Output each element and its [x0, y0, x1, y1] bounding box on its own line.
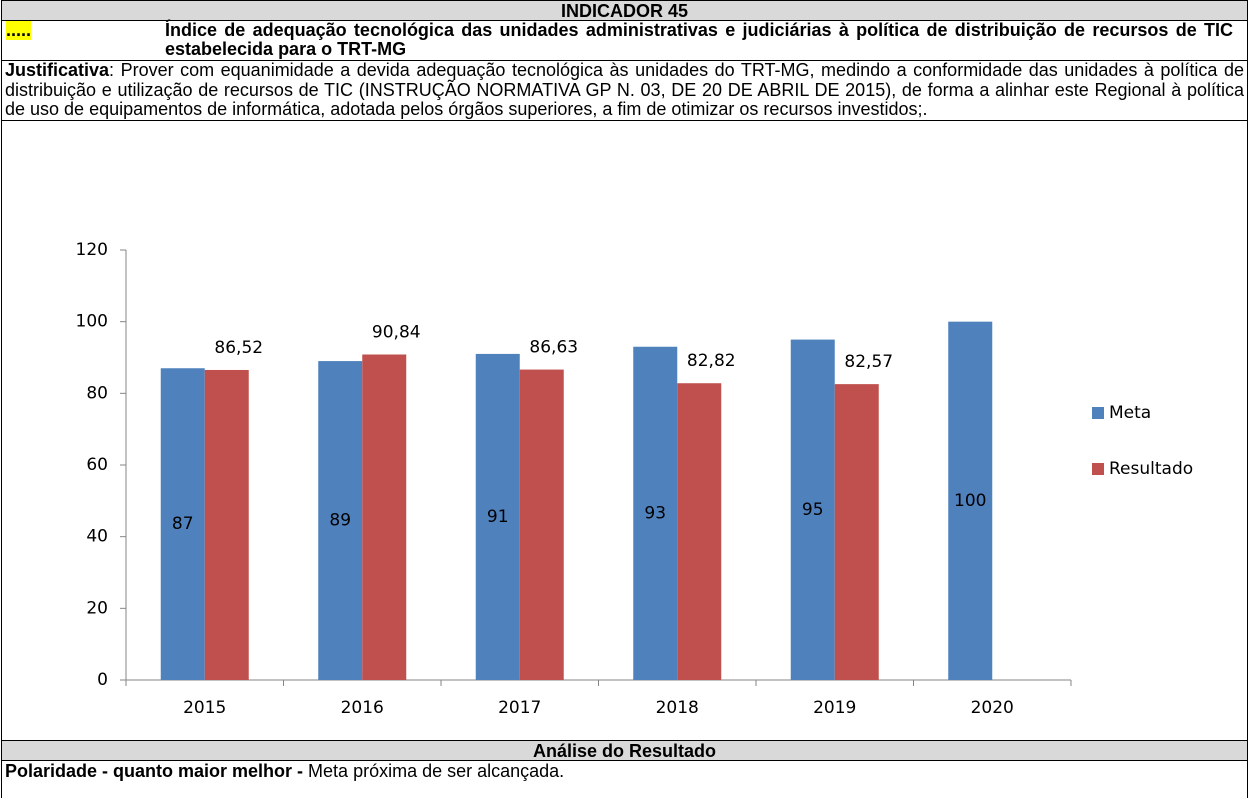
y-tick-label: 100 — [76, 312, 108, 332]
bar — [475, 353, 520, 680]
bar — [948, 321, 993, 680]
marker: ..... — [6, 20, 32, 40]
data-label: 86,52 — [214, 338, 263, 358]
y-tick-label: 20 — [86, 598, 108, 618]
data-label: 86,63 — [529, 338, 578, 358]
analysis-text: Meta próxima de ser alcançada. — [303, 761, 565, 781]
data-label: 90,84 — [372, 322, 421, 342]
data-label: 91 — [487, 507, 509, 527]
legend-swatch — [1092, 463, 1104, 475]
bar — [362, 354, 407, 680]
title-row: ..... Índice de adequação tecnológica da… — [1, 20, 1248, 61]
y-tick-label: 40 — [86, 527, 108, 547]
bar — [519, 369, 564, 680]
x-tick-label: 2015 — [183, 698, 226, 718]
data-label: 82,57 — [844, 352, 893, 372]
data-label: 82,82 — [687, 351, 736, 371]
data-label: 89 — [329, 511, 351, 531]
y-tick-label: 120 — [76, 240, 108, 260]
bar — [834, 384, 879, 680]
subtitle: Índice de adequação tecnológica das unid… — [165, 20, 1233, 59]
bar — [677, 383, 722, 680]
analysis-label: Polaridade - quanto maior melhor - — [5, 761, 304, 781]
legend-label: Meta — [1109, 403, 1151, 423]
justification-label: Justificativa — [5, 60, 110, 80]
x-tick-label: 2016 — [341, 698, 384, 718]
justification-row: Justificativa: Prover com equanimidade a… — [1, 60, 1248, 121]
y-tick-label: 80 — [86, 383, 108, 403]
analysis-row: Polaridade - quanto maior melhor - Meta … — [1, 760, 1248, 798]
bar — [160, 368, 205, 680]
legend-label: Resultado — [1109, 459, 1193, 479]
analysis-title: Análise do Resultado — [532, 741, 717, 761]
y-tick-label: 60 — [86, 455, 108, 475]
x-tick-label: 2019 — [813, 698, 856, 718]
x-tick-label: 2017 — [498, 698, 541, 718]
data-label: 87 — [172, 514, 194, 534]
data-label: 95 — [802, 500, 824, 520]
y-tick-label: 0 — [97, 670, 108, 690]
header-row: INDICADOR 45 — [1, 0, 1248, 21]
data-label: 93 — [644, 503, 666, 523]
legend-swatch — [1092, 407, 1104, 419]
header-title: INDICADOR 45 — [560, 1, 689, 21]
data-label: 100 — [954, 491, 986, 511]
analysis-title-row: Análise do Resultado — [1, 740, 1248, 761]
justification-text: : Prover com equanimidade a devida adequ… — [5, 60, 1244, 119]
bar — [633, 346, 678, 680]
bar — [790, 339, 835, 680]
chart: 0 20 40 60 80 100 120 2015 87 86,52 2016 89 90,84 201… — [76, 240, 1194, 718]
bar — [204, 369, 249, 680]
chart-row: 0 20 40 60 80 100 120 2015 87 86,52 2016 89 90,84 201… — [1, 120, 1248, 741]
x-tick-label: 2020 — [971, 698, 1014, 718]
x-tick-label: 2018 — [656, 698, 699, 718]
bar — [318, 361, 363, 680]
